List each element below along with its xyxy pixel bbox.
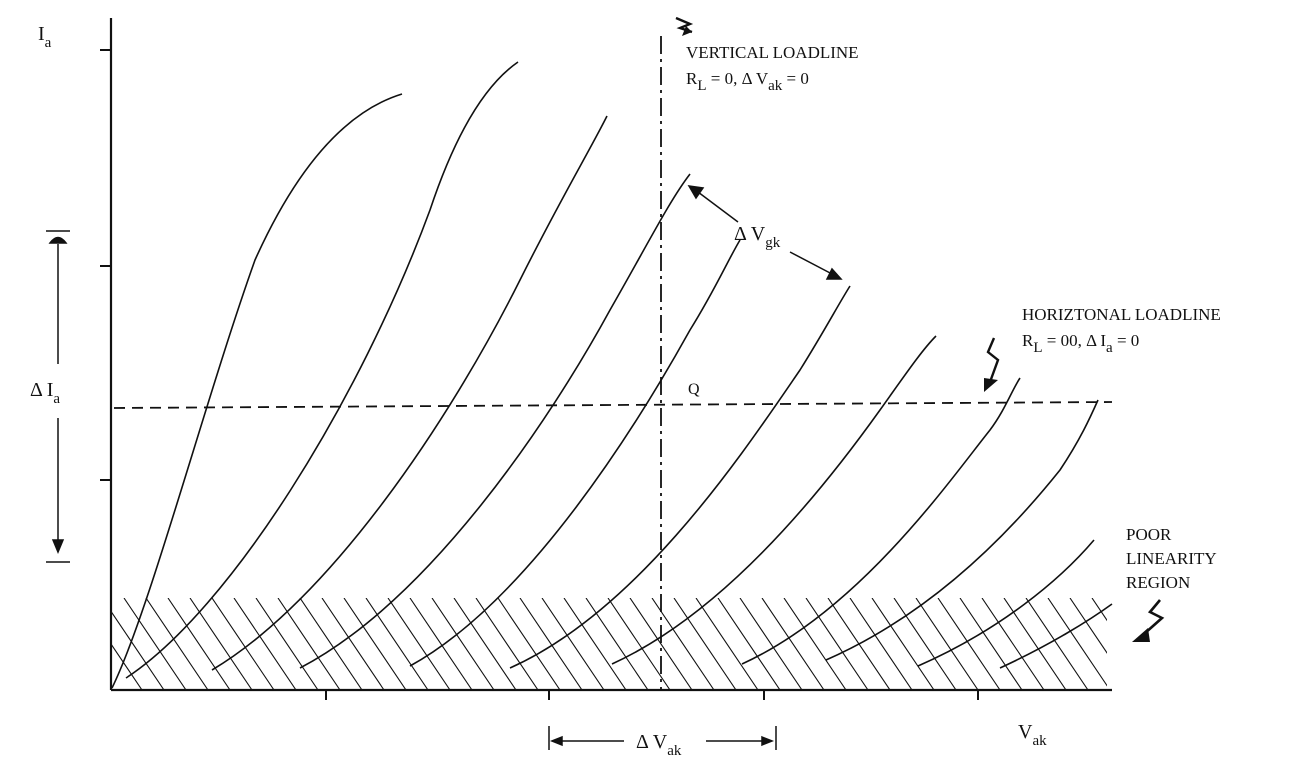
plate-curve bbox=[125, 61, 519, 679]
hatch-line bbox=[167, 598, 231, 690]
hatch-line bbox=[1047, 598, 1107, 687]
plate-curve bbox=[111, 93, 403, 689]
hatch-line bbox=[1003, 598, 1067, 690]
hatch-line bbox=[453, 598, 517, 690]
horizontal-loadline-pointer-arrow bbox=[984, 337, 1000, 392]
plate-curve bbox=[409, 239, 741, 667]
delta-vak-label: Δ Vak bbox=[636, 731, 682, 759]
plate-curve bbox=[917, 539, 1095, 667]
plate-curve bbox=[299, 173, 691, 669]
hatch-line bbox=[343, 598, 407, 690]
hatch-line bbox=[783, 598, 847, 690]
x-axis-label: Vak bbox=[1018, 721, 1047, 749]
hatch-line bbox=[123, 598, 187, 690]
hatch-line bbox=[849, 598, 913, 690]
hatch-line bbox=[475, 598, 539, 690]
poor-linearity-label-line1: POOR bbox=[1126, 525, 1172, 544]
vertical-loadline-pointer-arrow bbox=[675, 16, 694, 36]
poor-linearity-label-line3: REGION bbox=[1126, 573, 1190, 592]
y-axis-ticks bbox=[100, 49, 111, 481]
hatch-line bbox=[299, 598, 363, 690]
hatch-line bbox=[1136, 598, 1198, 690]
delta-vak-dimension bbox=[548, 726, 777, 750]
hatch-line bbox=[189, 598, 253, 690]
hatch-line bbox=[519, 598, 583, 690]
delta-ia-dimension bbox=[46, 230, 70, 563]
hatch-line bbox=[387, 598, 451, 690]
horizontal-loadline bbox=[113, 401, 1113, 409]
hatch-line bbox=[893, 598, 957, 690]
hatch-line bbox=[497, 598, 561, 690]
hatch-line bbox=[233, 598, 297, 690]
hatch-line bbox=[695, 598, 759, 690]
hatch-line bbox=[211, 598, 275, 690]
hatch-line bbox=[651, 598, 715, 690]
hatch-line bbox=[981, 598, 1045, 690]
hatch-line bbox=[431, 598, 495, 690]
hatch-line bbox=[629, 598, 693, 690]
hatch-line bbox=[673, 598, 737, 690]
hatch-line bbox=[959, 598, 1023, 690]
delta-ia-label: Δ Ia bbox=[30, 379, 60, 407]
hatch-line bbox=[915, 598, 979, 690]
plate-curves bbox=[111, 61, 1113, 689]
hatch-line bbox=[255, 598, 319, 690]
plate-curve bbox=[509, 285, 851, 669]
hatch-line bbox=[1069, 598, 1107, 654]
poor-linearity-label-line2: LINEARITY bbox=[1126, 549, 1217, 568]
hatch-line bbox=[739, 598, 803, 690]
hatch-line bbox=[112, 611, 165, 690]
hatch-line bbox=[365, 598, 429, 690]
axes bbox=[109, 18, 1112, 692]
hatch-line bbox=[1114, 598, 1176, 690]
horizontal-loadline-title: HORIZTONAL LOADLINE bbox=[1022, 305, 1221, 324]
plate-curve bbox=[611, 335, 937, 665]
plate-curve bbox=[999, 603, 1113, 669]
poor-linearity-pointer-arrow bbox=[1132, 599, 1165, 642]
vertical-loadline-equation: RL = 0, Δ Vak = 0 bbox=[686, 69, 809, 94]
hatch-line bbox=[563, 598, 627, 690]
horizontal-loadline-equation: RL = 00, Δ Ia = 0 bbox=[1022, 331, 1139, 356]
poor-linearity-hatch bbox=[112, 598, 1198, 690]
y-axis-label: Ia bbox=[38, 23, 52, 51]
plate-curve bbox=[211, 115, 608, 671]
hatch-line bbox=[277, 598, 341, 690]
hatch-line bbox=[607, 598, 671, 690]
hatch-line bbox=[541, 598, 605, 690]
q-point-label: Q bbox=[688, 381, 700, 398]
x-axis-ticks bbox=[325, 690, 979, 700]
vertical-loadline-title: VERTICAL LOADLINE bbox=[686, 43, 859, 62]
delta-vgk-arrows bbox=[687, 185, 843, 280]
hatch-line bbox=[321, 598, 385, 690]
hatch-line bbox=[717, 598, 781, 690]
hatch-line bbox=[1025, 598, 1089, 690]
hatch-line bbox=[871, 598, 935, 690]
hatch-line bbox=[409, 598, 473, 690]
delta-vgk-label: Δ Vgk bbox=[734, 223, 781, 251]
hatch-line bbox=[1091, 598, 1107, 622]
plate-curve bbox=[825, 399, 1099, 661]
hatch-line bbox=[937, 598, 1001, 690]
plate-curve bbox=[741, 377, 1021, 665]
hatch-line bbox=[761, 598, 825, 690]
hatch-line bbox=[805, 598, 869, 690]
hatch-line bbox=[145, 598, 209, 690]
